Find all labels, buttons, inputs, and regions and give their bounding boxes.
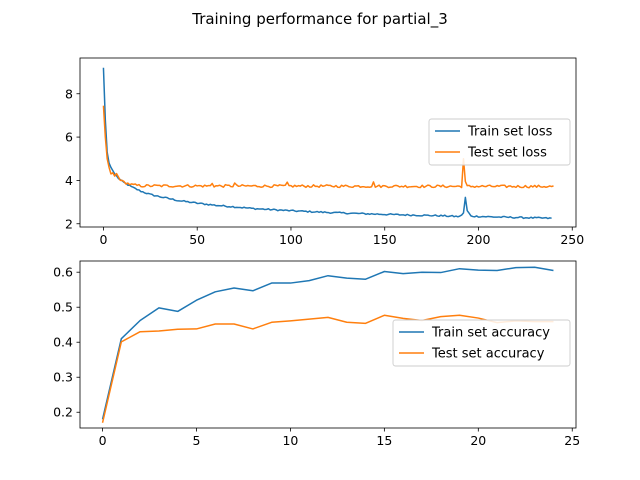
x-tick-label: 50 [189,232,205,247]
y-tick-label: 0.3 [53,370,73,385]
accuracy-plot: 0 5 10 15 20 25 0.2 0.3 0.4 0.5 0.6 Train set accur… [53,260,580,448]
legend-box [428,118,571,166]
y-tick-label: 0.6 [53,265,73,280]
x-tick-label: 15 [376,433,392,448]
x-tick-label: 150 [373,232,397,247]
x-tick-label: 20 [470,433,486,448]
x-tick-label: 100 [279,232,303,247]
x-tick-label: 0 [99,433,107,448]
x-tick-label: 5 [193,433,201,448]
legend-label: Test set accuracy [431,347,545,362]
y-tick-label: 6 [65,130,73,145]
series-line-1 [101,314,554,423]
legend: Train set loss Test set loss [428,118,571,166]
y-tick-label: 0.4 [53,335,73,350]
y-tick-label: 4 [65,173,73,188]
y-tick-label: 8 [65,86,73,101]
x-tick-label: 0 [99,232,107,247]
series-lines [101,266,554,423]
x-tick-label: 10 [282,433,298,448]
loss-plot: 0 50 100 150 200 250 2 4 6 8 Train set loss Test se… [65,57,584,247]
x-tick-label: 250 [560,232,584,247]
y-tick-label: 2 [65,216,73,231]
series-lines [102,67,554,220]
series-line-0 [101,266,554,420]
series-line-0 [102,67,552,220]
series-line-1 [102,105,554,189]
legend-label: Train set loss [467,125,553,140]
y-tick-label: 0.5 [53,300,73,315]
legend-box [392,319,571,367]
legend-label: Train set accuracy [431,326,550,341]
legend: Train set accuracy Test set accuracy [392,319,571,367]
x-tick-label: 25 [564,433,580,448]
axes-frame [79,260,577,429]
legend-label: Test set loss [467,146,547,161]
x-tick-label: 200 [467,232,491,247]
axes-frame [79,57,577,228]
y-tick-label: 0.2 [53,405,73,420]
figure-title: Training performance for partial_3 [191,10,448,29]
